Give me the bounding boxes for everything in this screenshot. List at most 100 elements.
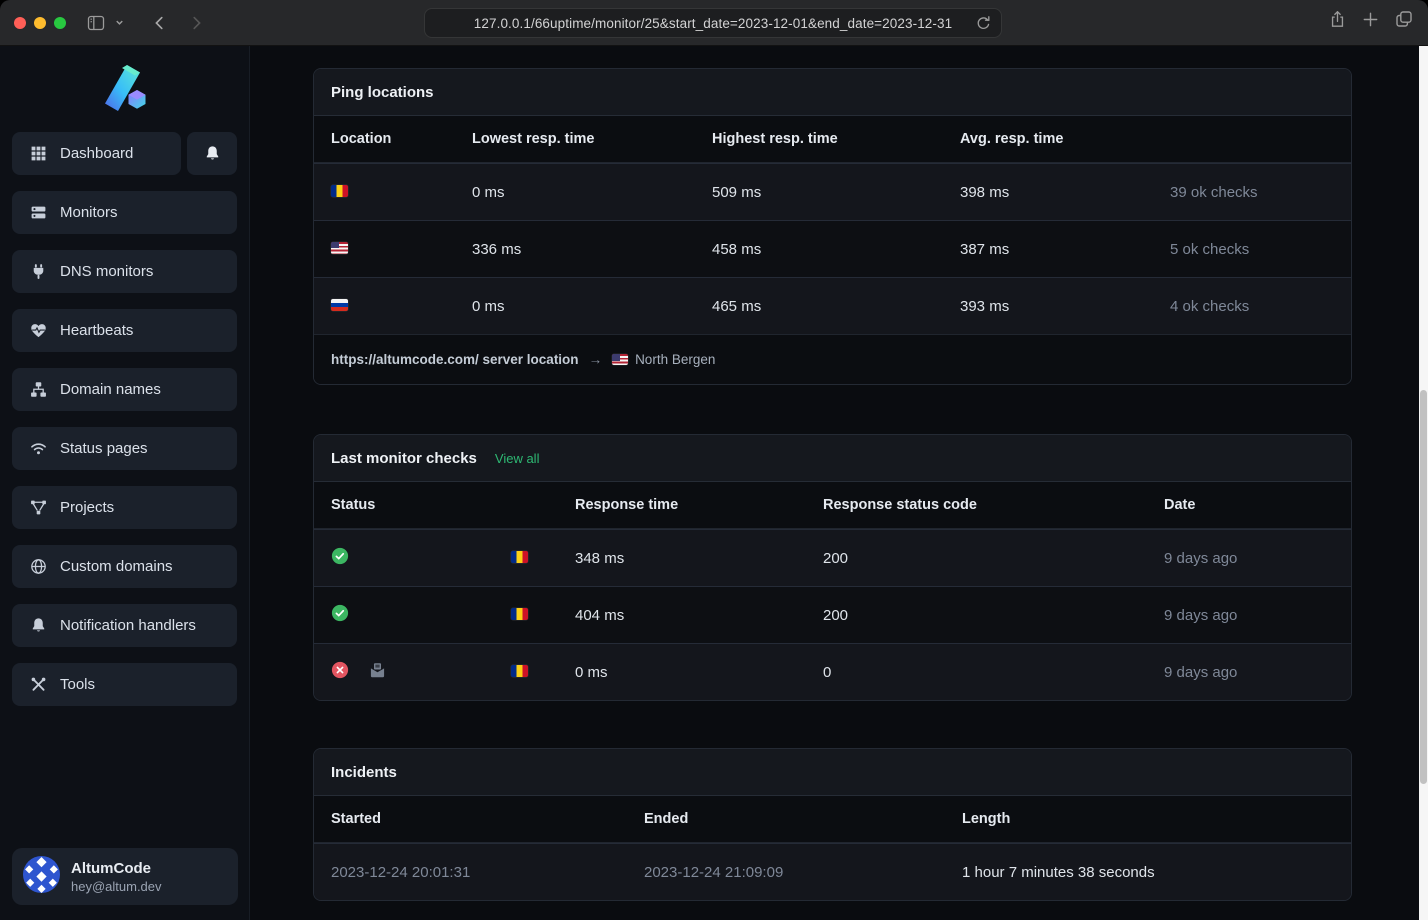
user-name: AltumCode bbox=[71, 860, 151, 878]
sidebar-item-label: Custom domains bbox=[60, 558, 173, 575]
column-header: Lowest resp. time bbox=[472, 131, 595, 147]
avg-resp-time: 398 ms bbox=[960, 183, 1010, 201]
avatar bbox=[23, 855, 60, 898]
card-title: Ping locations bbox=[331, 83, 434, 101]
response-status-code: 200 bbox=[823, 549, 849, 567]
address-bar[interactable]: 127.0.0.1/66uptime/monitor/25&start_date… bbox=[424, 8, 1002, 38]
table-row: 348 ms 200 9 days ago bbox=[314, 529, 1351, 586]
lowest-resp-time: 336 ms bbox=[472, 240, 522, 258]
sidebar-item-domain-names[interactable]: Domain names bbox=[12, 368, 237, 411]
column-header: Status bbox=[331, 497, 376, 513]
wifi-icon bbox=[30, 440, 47, 457]
sidebar-toggle-icon[interactable] bbox=[82, 9, 110, 37]
heart-pulse-icon bbox=[30, 322, 47, 339]
card-title: Last monitor checks bbox=[331, 449, 477, 467]
sidebar-item-heartbeats[interactable]: Heartbeats bbox=[12, 309, 237, 352]
url-text: 127.0.0.1/66uptime/monitor/25&start_date… bbox=[473, 15, 953, 31]
globe-icon bbox=[30, 558, 47, 575]
incident-length: 1 hour 7 minutes 38 seconds bbox=[962, 863, 1155, 881]
sidebar-item-dns-monitors[interactable]: DNS monitors bbox=[12, 250, 237, 293]
sidebar-item-label: Projects bbox=[60, 499, 115, 516]
table-row: 404 ms 200 9 days ago bbox=[314, 586, 1351, 643]
sidebar-item-custom-domains[interactable]: Custom domains bbox=[12, 545, 237, 588]
sitemap-icon bbox=[30, 381, 47, 398]
sidebar-item-status-pages[interactable]: Status pages bbox=[12, 427, 237, 470]
diagram-icon bbox=[30, 499, 47, 516]
table-header: Status Response time Response status cod… bbox=[314, 482, 1351, 529]
incidents-card: Incidents Started Ended Length 2023-12-2… bbox=[313, 748, 1352, 901]
response-status-code: 200 bbox=[823, 606, 849, 624]
window-controls bbox=[14, 16, 66, 29]
flag-romania-icon bbox=[511, 607, 528, 620]
sidebar-item-label: Dashboard bbox=[60, 145, 134, 162]
sidebar-item-label: Domain names bbox=[60, 381, 161, 398]
sidebar-item-label: Heartbeats bbox=[60, 322, 134, 339]
server-location-label: https://altumcode.com/ server location bbox=[331, 352, 579, 367]
close-window-button[interactable] bbox=[14, 16, 26, 29]
notifications-button[interactable] bbox=[187, 132, 237, 175]
response-time: 348 ms bbox=[575, 549, 625, 567]
column-header: Started bbox=[331, 811, 381, 827]
server-location-footer: https://altumcode.com/ server location →… bbox=[314, 334, 1351, 384]
scrollbar-track[interactable] bbox=[1419, 46, 1428, 920]
avg-resp-time: 387 ms bbox=[960, 240, 1010, 258]
server-location-value: North Bergen bbox=[635, 352, 716, 367]
forward-button[interactable] bbox=[182, 9, 210, 37]
sidebar-item-dashboard[interactable]: Dashboard bbox=[12, 132, 181, 175]
server-icon bbox=[30, 204, 47, 221]
flag-russia-icon bbox=[331, 298, 348, 311]
user-account-card[interactable]: AltumCode hey@altum.dev bbox=[12, 848, 238, 905]
sidebar-item-monitors[interactable]: Monitors bbox=[12, 191, 237, 234]
share-icon[interactable] bbox=[1328, 10, 1347, 34]
app-logo[interactable] bbox=[0, 46, 249, 115]
flag-usa-icon bbox=[612, 354, 629, 365]
table-row: 336 ms 458 ms 387 ms 5 ok checks bbox=[314, 220, 1351, 277]
table-header: Location Lowest resp. time Highest resp.… bbox=[314, 116, 1351, 163]
column-header: Date bbox=[1164, 497, 1196, 513]
sidebar-item-label: Notification handlers bbox=[60, 617, 196, 634]
column-header: Location bbox=[331, 131, 392, 147]
table-header: Started Ended Length bbox=[314, 796, 1351, 843]
highest-resp-time: 465 ms bbox=[712, 297, 762, 315]
sidebar-item-label: DNS monitors bbox=[60, 263, 154, 280]
tab-overview-icon[interactable] bbox=[1394, 9, 1414, 34]
plug-icon bbox=[30, 263, 47, 280]
check-date: 9 days ago bbox=[1164, 663, 1238, 681]
sidebar-item-label: Status pages bbox=[60, 440, 148, 457]
last-monitor-checks-card: Last monitor checks View all Status Resp… bbox=[313, 434, 1352, 701]
sidebar-item-label: Tools bbox=[60, 676, 96, 693]
check-date: 9 days ago bbox=[1164, 606, 1238, 624]
chevron-down-icon[interactable] bbox=[110, 9, 128, 37]
incident-ended: 2023-12-24 21:09:09 bbox=[644, 863, 784, 881]
zoom-window-button[interactable] bbox=[54, 16, 66, 29]
flag-romania-icon bbox=[331, 184, 348, 197]
sidebar-item-tools[interactable]: Tools bbox=[12, 663, 237, 706]
status-ok-icon bbox=[331, 604, 349, 626]
avg-resp-time: 393 ms bbox=[960, 297, 1010, 315]
bell-icon bbox=[30, 617, 47, 634]
minimize-window-button[interactable] bbox=[34, 16, 46, 29]
scrollbar-thumb[interactable] bbox=[1420, 390, 1427, 784]
table-row: 0 ms 465 ms 393 ms 4 ok checks bbox=[314, 277, 1351, 334]
sidebar-item-projects[interactable]: Projects bbox=[12, 486, 237, 529]
status-ok-icon bbox=[331, 547, 349, 569]
table-row: 2023-12-24 20:01:31 2023-12-24 21:09:09 … bbox=[314, 843, 1351, 900]
table-row: 0 ms 0 9 days ago bbox=[314, 643, 1351, 700]
column-header: Highest resp. time bbox=[712, 131, 838, 147]
bell-icon bbox=[204, 145, 221, 162]
user-email: hey@altum.dev bbox=[71, 878, 162, 894]
card-title: Incidents bbox=[331, 763, 397, 781]
ping-locations-card: Ping locations Location Lowest resp. tim… bbox=[313, 68, 1352, 385]
status-fail-icon bbox=[331, 661, 349, 683]
highest-resp-time: 458 ms bbox=[712, 240, 762, 258]
reload-icon[interactable] bbox=[974, 14, 993, 38]
sidebar-item-notification-handlers[interactable]: Notification handlers bbox=[12, 604, 237, 647]
browser-toolbar: 127.0.0.1/66uptime/monitor/25&start_date… bbox=[0, 0, 1428, 46]
new-tab-icon[interactable] bbox=[1361, 10, 1380, 34]
view-all-link[interactable]: View all bbox=[494, 450, 540, 466]
back-button[interactable] bbox=[146, 9, 174, 37]
column-header: Length bbox=[962, 811, 1011, 827]
ok-checks: 5 ok checks bbox=[1170, 240, 1250, 258]
flag-usa-icon bbox=[331, 241, 348, 254]
highest-resp-time: 509 ms bbox=[712, 183, 762, 201]
